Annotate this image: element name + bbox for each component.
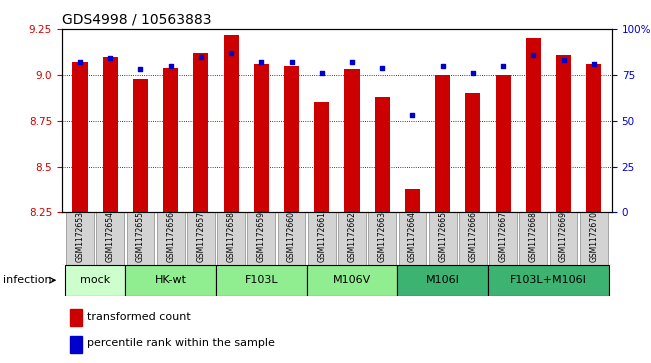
Point xyxy=(75,59,85,65)
Bar xyxy=(465,93,480,212)
Bar xyxy=(163,68,178,212)
Bar xyxy=(126,212,154,265)
Bar xyxy=(526,38,541,212)
Point xyxy=(498,63,508,69)
Text: GSM1172668: GSM1172668 xyxy=(529,212,538,262)
Point xyxy=(528,52,538,58)
Bar xyxy=(405,188,420,212)
Bar xyxy=(556,55,571,212)
Point xyxy=(467,70,478,76)
Bar xyxy=(314,102,329,212)
Point xyxy=(437,63,448,69)
Text: infection: infection xyxy=(3,275,52,285)
Bar xyxy=(580,212,607,265)
Bar xyxy=(217,212,245,265)
Bar xyxy=(247,212,275,265)
Bar xyxy=(587,64,602,212)
Text: GSM1172662: GSM1172662 xyxy=(348,212,357,262)
Bar xyxy=(277,212,305,265)
Text: GSM1172660: GSM1172660 xyxy=(287,211,296,262)
Text: M106I: M106I xyxy=(426,276,460,285)
Text: GSM1172665: GSM1172665 xyxy=(438,211,447,262)
Text: GSM1172661: GSM1172661 xyxy=(317,212,326,262)
Bar xyxy=(495,75,510,212)
Point xyxy=(347,59,357,65)
Point xyxy=(316,70,327,76)
Bar xyxy=(66,212,94,265)
Bar xyxy=(519,212,547,265)
Bar xyxy=(70,309,82,326)
Bar xyxy=(284,66,299,212)
Bar xyxy=(157,212,184,265)
Text: GSM1172653: GSM1172653 xyxy=(76,211,85,262)
Bar xyxy=(397,265,488,296)
Bar xyxy=(223,34,239,212)
Bar xyxy=(435,75,450,212)
Bar xyxy=(549,212,577,265)
Text: GSM1172667: GSM1172667 xyxy=(499,211,508,262)
Text: GSM1172663: GSM1172663 xyxy=(378,211,387,262)
Text: GDS4998 / 10563883: GDS4998 / 10563883 xyxy=(62,12,212,26)
Text: GSM1172655: GSM1172655 xyxy=(136,211,145,262)
Bar xyxy=(459,212,487,265)
Text: GSM1172666: GSM1172666 xyxy=(469,211,477,262)
Bar xyxy=(70,335,82,352)
Bar xyxy=(72,62,87,212)
Text: GSM1172654: GSM1172654 xyxy=(105,211,115,262)
Bar xyxy=(489,212,517,265)
Text: GSM1172664: GSM1172664 xyxy=(408,211,417,262)
Point xyxy=(105,56,115,61)
Bar xyxy=(488,265,609,296)
Text: GSM1172659: GSM1172659 xyxy=(257,211,266,262)
Text: F103L+M106I: F103L+M106I xyxy=(510,276,587,285)
Bar xyxy=(344,69,359,212)
Bar xyxy=(368,212,396,265)
Bar xyxy=(254,64,269,212)
Text: F103L: F103L xyxy=(245,276,278,285)
Bar xyxy=(375,97,390,212)
Bar xyxy=(125,265,216,296)
Point xyxy=(559,57,569,63)
Bar xyxy=(429,212,456,265)
Bar xyxy=(398,212,426,265)
Point xyxy=(589,61,599,67)
Text: M106V: M106V xyxy=(333,276,371,285)
Text: GSM1172658: GSM1172658 xyxy=(227,212,236,262)
Bar xyxy=(193,53,208,212)
Text: percentile rank within the sample: percentile rank within the sample xyxy=(87,338,275,348)
Point xyxy=(196,54,206,60)
Bar xyxy=(308,212,336,265)
Point xyxy=(226,50,236,56)
Text: GSM1172670: GSM1172670 xyxy=(589,211,598,262)
Bar xyxy=(133,78,148,212)
Text: HK-wt: HK-wt xyxy=(155,276,187,285)
Bar xyxy=(307,265,397,296)
Point xyxy=(377,65,387,70)
Bar xyxy=(338,212,366,265)
Text: GSM1172656: GSM1172656 xyxy=(166,211,175,262)
Point xyxy=(256,59,266,65)
Text: transformed count: transformed count xyxy=(87,312,191,322)
Point xyxy=(135,66,146,72)
Bar xyxy=(187,212,215,265)
Text: mock: mock xyxy=(80,276,110,285)
Point xyxy=(165,63,176,69)
Bar xyxy=(216,265,307,296)
Bar xyxy=(103,57,118,212)
Text: GSM1172669: GSM1172669 xyxy=(559,211,568,262)
Bar xyxy=(96,212,124,265)
Text: GSM1172657: GSM1172657 xyxy=(197,211,205,262)
Point xyxy=(286,59,297,65)
Bar xyxy=(65,265,125,296)
Point xyxy=(408,112,418,118)
